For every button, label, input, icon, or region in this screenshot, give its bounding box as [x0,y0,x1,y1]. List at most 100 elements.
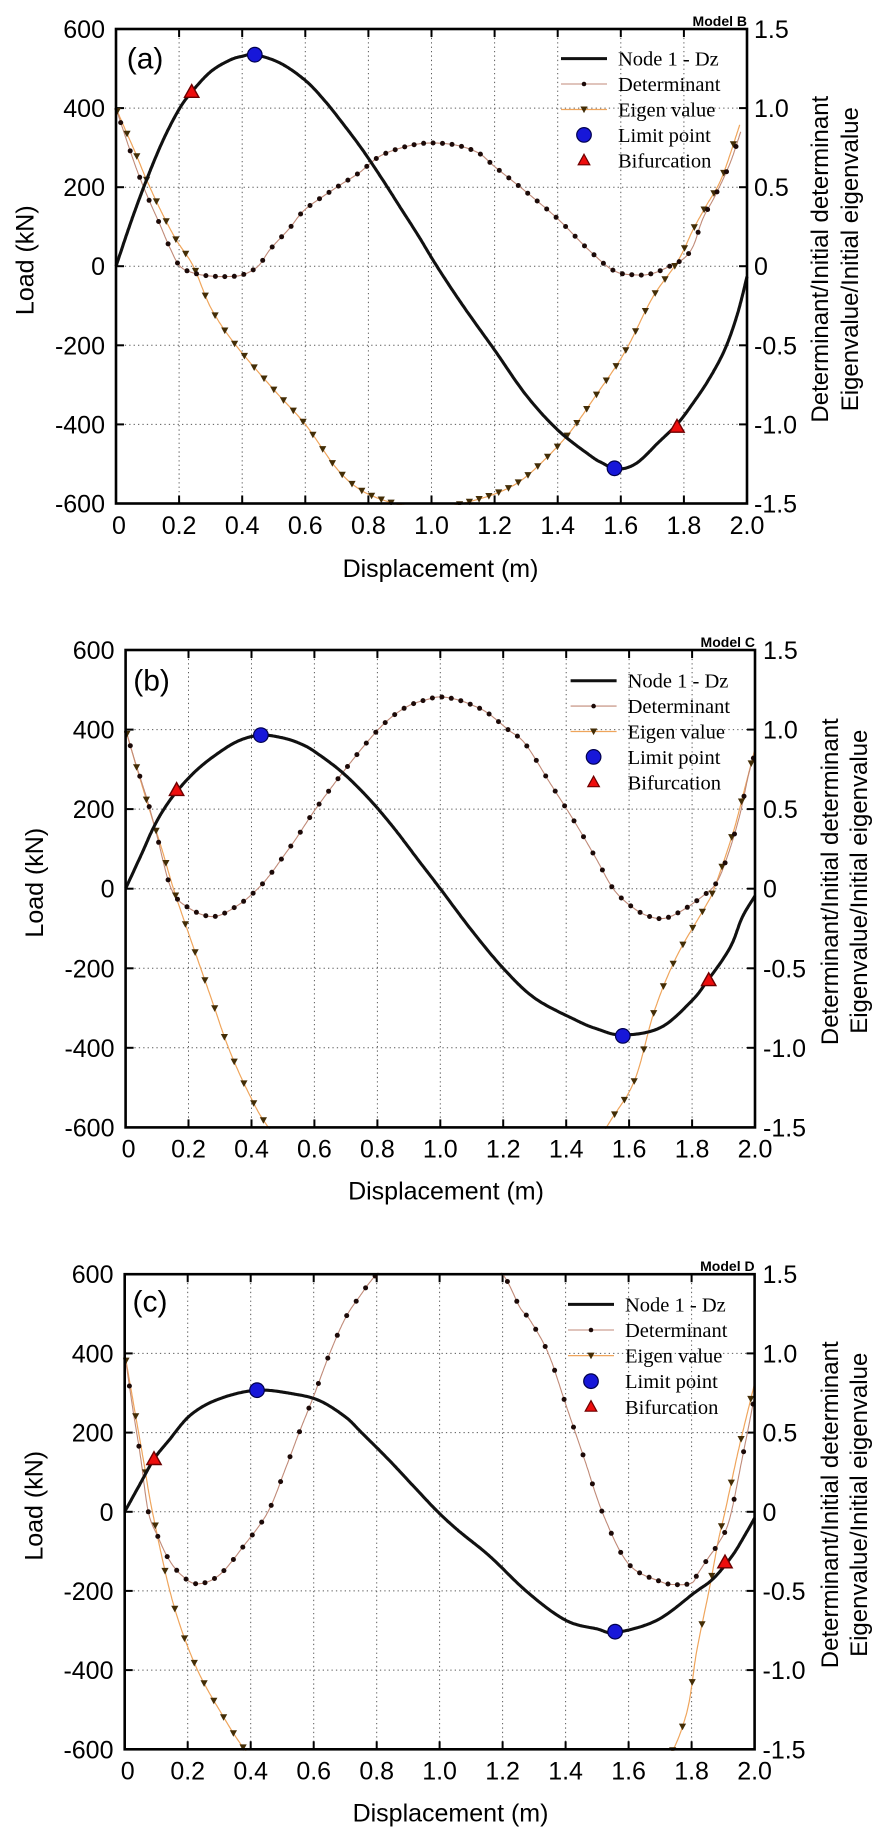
svg-text:1.6: 1.6 [612,1136,647,1164]
svg-text:1.5: 1.5 [763,637,798,665]
svg-text:1.2: 1.2 [486,1136,521,1164]
svg-text:Load (kN): Load (kN) [12,205,40,315]
svg-text:2.0: 2.0 [730,512,765,540]
svg-text:1.4: 1.4 [540,512,575,540]
svg-text:0: 0 [763,1499,777,1527]
svg-text:0.4: 0.4 [225,512,260,540]
svg-text:200: 200 [73,796,115,824]
svg-text:-1.0: -1.0 [754,411,797,439]
svg-text:-0.5: -0.5 [763,1578,806,1606]
svg-text:Node 1 - Dz: Node 1 - Dz [625,1294,726,1316]
svg-text:2.0: 2.0 [738,1136,773,1164]
svg-text:0.8: 0.8 [359,1758,394,1786]
svg-text:-600: -600 [55,491,105,519]
svg-text:Node 1 - Dz: Node 1 - Dz [618,49,719,71]
svg-text:0: 0 [122,1136,136,1164]
svg-text:0: 0 [763,876,777,904]
svg-text:1.0: 1.0 [422,1758,457,1786]
svg-text:(c): (c) [133,1286,168,1319]
svg-text:-0.5: -0.5 [754,332,797,360]
svg-text:600: 600 [72,1261,114,1289]
svg-text:-200: -200 [55,332,105,360]
svg-text:0.8: 0.8 [360,1136,395,1164]
svg-text:0.6: 0.6 [288,512,323,540]
svg-text:-600: -600 [64,1114,114,1142]
svg-text:1.2: 1.2 [485,1758,520,1786]
svg-text:0: 0 [101,876,115,904]
svg-text:-400: -400 [64,1035,114,1063]
svg-text:Eigenvalue/Initial eigenvalue: Eigenvalue/Initial eigenvalue [837,107,864,411]
svg-text:600: 600 [63,16,105,44]
svg-text:Determinant/Initial determinan: Determinant/Initial determinant [817,1341,844,1668]
svg-text:0.5: 0.5 [763,796,798,824]
svg-text:Determinant: Determinant [628,696,731,718]
svg-text:1.0: 1.0 [754,95,789,123]
svg-text:-600: -600 [63,1736,113,1764]
svg-text:Eigen value: Eigen value [618,100,715,122]
svg-text:1.5: 1.5 [763,1261,798,1289]
svg-text:-1.0: -1.0 [763,1035,806,1063]
svg-text:0.4: 0.4 [233,1758,268,1786]
svg-text:Bifurcation: Bifurcation [625,1397,718,1419]
svg-text:-1.5: -1.5 [763,1736,806,1764]
svg-text:2.0: 2.0 [737,1758,772,1786]
svg-text:Eigen value: Eigen value [628,722,725,744]
svg-text:1.4: 1.4 [548,1758,583,1786]
svg-text:600: 600 [73,637,115,665]
svg-text:Model D: Model D [700,1258,754,1274]
svg-text:0.4: 0.4 [234,1136,269,1164]
svg-text:Limit point: Limit point [618,125,711,147]
svg-text:0: 0 [91,253,105,281]
svg-text:Displacement (m): Displacement (m) [343,555,539,583]
svg-text:-400: -400 [55,411,105,439]
svg-text:1.8: 1.8 [667,512,702,540]
svg-text:-1.5: -1.5 [754,491,797,519]
svg-text:1.0: 1.0 [763,1340,798,1368]
svg-text:Determinant: Determinant [625,1320,728,1342]
svg-text:-1.5: -1.5 [763,1114,806,1142]
svg-text:Node 1 - Dz: Node 1 - Dz [628,671,729,693]
svg-text:-200: -200 [64,955,114,983]
svg-text:0: 0 [112,512,126,540]
svg-text:Eigenvalue/Initial eigenvalue: Eigenvalue/Initial eigenvalue [846,730,873,1034]
svg-text:0.2: 0.2 [171,1136,206,1164]
svg-text:0.2: 0.2 [162,512,197,540]
svg-text:1.0: 1.0 [423,1136,458,1164]
svg-text:400: 400 [72,1340,114,1368]
svg-text:0: 0 [121,1758,135,1786]
svg-text:-1.0: -1.0 [763,1657,806,1685]
svg-text:Load (kN): Load (kN) [21,828,49,938]
svg-text:0.5: 0.5 [754,174,789,202]
svg-text:200: 200 [63,174,105,202]
svg-text:1.6: 1.6 [603,512,638,540]
svg-text:Displacement (m): Displacement (m) [353,1800,549,1828]
svg-text:Load (kN): Load (kN) [21,1451,49,1561]
svg-text:0: 0 [100,1499,114,1527]
svg-text:-200: -200 [63,1578,113,1606]
svg-text:0.2: 0.2 [170,1758,205,1786]
svg-text:200: 200 [72,1420,114,1448]
svg-text:Determinant: Determinant [618,74,721,96]
svg-text:0.5: 0.5 [763,1420,798,1448]
svg-text:Model B: Model B [693,13,747,29]
svg-text:Eigen value: Eigen value [625,1346,722,1368]
svg-text:1.0: 1.0 [414,512,449,540]
svg-text:1.6: 1.6 [611,1758,646,1786]
svg-text:Limit point: Limit point [625,1371,718,1393]
svg-text:Bifurcation: Bifurcation [628,772,721,794]
svg-text:400: 400 [63,95,105,123]
svg-text:(b): (b) [133,665,170,698]
svg-text:0: 0 [754,253,768,281]
svg-text:1.2: 1.2 [477,512,512,540]
svg-text:1.5: 1.5 [754,16,789,44]
svg-text:-0.5: -0.5 [763,955,806,983]
svg-text:1.8: 1.8 [674,1758,709,1786]
svg-text:Bifurcation: Bifurcation [618,150,711,172]
svg-text:Determinant/Initial determinan: Determinant/Initial determinant [817,718,844,1045]
svg-text:1.4: 1.4 [549,1136,584,1164]
svg-text:0.8: 0.8 [351,512,386,540]
svg-text:Displacement (m): Displacement (m) [348,1178,544,1206]
svg-text:1.0: 1.0 [763,717,798,745]
svg-text:0.6: 0.6 [297,1136,332,1164]
svg-text:-400: -400 [63,1657,113,1685]
